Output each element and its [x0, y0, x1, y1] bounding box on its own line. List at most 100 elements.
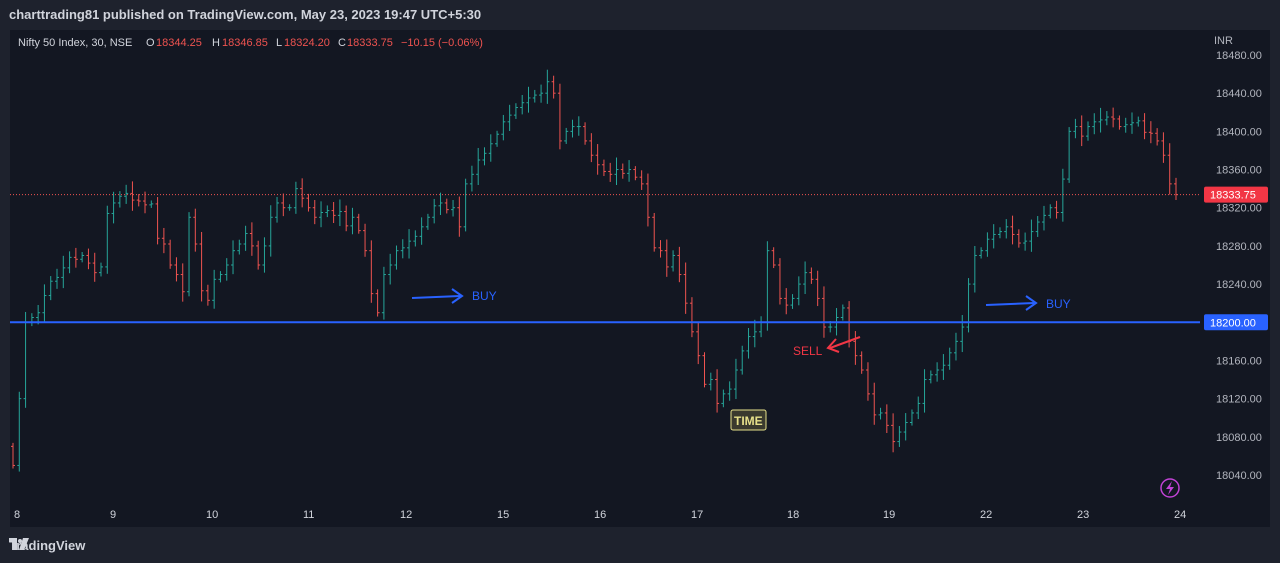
ohlc-bar: [922, 369, 927, 413]
ohlc-bar: [803, 261, 808, 295]
ohlc-bar: [1123, 117, 1128, 133]
ohlc-bar: [557, 83, 562, 150]
ohlc-bar: [369, 240, 374, 303]
ohlc-bar: [1023, 232, 1028, 251]
sell-label: SELL: [793, 344, 823, 358]
tradingview-logo[interactable]: TradingView: [9, 538, 85, 553]
ohlc-bar: [865, 362, 870, 401]
ohlc-bar: [161, 227, 166, 254]
ohlc-bar: [231, 240, 236, 275]
chart-pane[interactable]: Nifty 50 Index, 30, NSE O 18344.25 H 183…: [10, 30, 1270, 527]
ohlc-bar: [105, 205, 110, 274]
last-price-tag-bg: [1204, 186, 1268, 203]
footer: TradingView: [0, 527, 1280, 563]
time-marker-box: [730, 409, 767, 431]
ohlc-bar: [671, 250, 676, 272]
ohlc-bar: [796, 276, 801, 306]
ohlc-bar: [1129, 112, 1134, 134]
ohlc-bar: [821, 286, 826, 338]
ohlc-bar: [583, 122, 588, 145]
ohlc-bar: [80, 252, 85, 263]
ohlc-bar: [117, 191, 122, 208]
ohlc-bar: [658, 240, 663, 258]
ohlc-bar: [928, 370, 933, 384]
ohlc-bar: [193, 208, 198, 252]
ohlc-bar: [262, 237, 267, 273]
ohlc-bar: [639, 170, 644, 190]
ohlc-bar: [381, 266, 386, 320]
ohlc-bar: [413, 230, 418, 247]
ohlc-bar: [507, 104, 512, 131]
legend-o-value: 18344.25: [156, 37, 202, 49]
ohlc-bar: [979, 247, 984, 259]
ohlc-bar: [1092, 113, 1097, 135]
ohlc-bar: [425, 213, 430, 230]
ohlc-bar: [1098, 107, 1103, 133]
ohlc-bar: [1104, 111, 1109, 126]
ohlc-bar: [1010, 215, 1015, 245]
price-axis[interactable]: INR 18480.00 18440.00 18400.00 18360.00 1832…: [1214, 35, 1262, 482]
time-tick-label: 17: [691, 509, 703, 521]
ohlc-bar: [168, 239, 173, 269]
ohlc-bar: [1054, 200, 1059, 219]
ohlc-bar: [1041, 205, 1046, 231]
ohlc-bar: [55, 268, 60, 289]
ohlc-bar: [771, 247, 776, 269]
time-tick-label: 23: [1077, 509, 1089, 521]
buy-label-2: BUY: [1046, 297, 1071, 311]
ohlc-bar: [1174, 177, 1178, 200]
ohlc-bar: [438, 192, 443, 215]
price-tick-label: 18360.00: [1216, 165, 1262, 177]
ohlc-bar: [935, 362, 940, 382]
ohlc-bar: [281, 193, 286, 217]
ohlc-bar: [815, 270, 820, 307]
ohlc-bar: [501, 114, 506, 141]
ohlc-bar: [218, 271, 223, 283]
time-tick-label: 9: [110, 509, 116, 521]
ohlc-bar: [1035, 216, 1040, 237]
ohlc-bar: [174, 257, 179, 282]
ohlc-bar: [199, 231, 204, 302]
time-tick-label: 8: [14, 509, 20, 521]
ohlc-bar: [570, 119, 575, 138]
lightning-icon[interactable]: [1160, 478, 1180, 498]
price-tick-label: 18120.00: [1216, 394, 1262, 406]
legend-l-label: L: [276, 37, 282, 49]
ohlc-bar: [1048, 204, 1053, 219]
ohlc-bar: [966, 278, 971, 333]
time-tick-label: 24: [1174, 509, 1186, 521]
ohlc-bar: [608, 162, 613, 182]
ohlc-bar: [696, 322, 701, 365]
ohlc-bar: [363, 223, 368, 257]
price-tick-label: 18280.00: [1216, 241, 1262, 253]
ohlc-bar: [972, 246, 977, 293]
ohlc-bar: [627, 160, 632, 182]
ohlc-bar: [99, 262, 104, 277]
ohlc-bar: [249, 222, 254, 256]
ohlc-bar: [388, 253, 393, 285]
ohlc-bar: [721, 389, 726, 408]
buy-arrow-1: [411, 295, 461, 299]
ohlc-bar: [551, 75, 556, 99]
buy-annotation-1: BUY: [411, 288, 497, 304]
ohlc-bar: [872, 382, 877, 425]
price-tick-label: 18080.00: [1216, 432, 1262, 444]
ohlc-bar: [407, 229, 412, 259]
last-price-value: 18333.75: [1210, 190, 1256, 202]
ohlc-bar: [1079, 115, 1084, 147]
ohlc-bar: [419, 217, 424, 245]
ohlc-bar: [444, 198, 449, 214]
time-axis[interactable]: 8 9 10 11 12 15 16 17 18 19 22 23 24: [14, 509, 1186, 521]
buy-annotation-2: BUY: [985, 295, 1071, 311]
time-tick-label: 16: [594, 509, 606, 521]
ohlc-bar: [67, 251, 72, 274]
ohlc-bar: [187, 212, 192, 297]
ohlc-bar: [275, 196, 280, 223]
time-tick-label: 10: [206, 509, 218, 521]
price-tick-label: 18440.00: [1216, 88, 1262, 100]
ohlc-chart[interactable]: Nifty 50 Index, 30, NSE O 18344.25 H 183…: [10, 30, 1270, 527]
ohlc-bar: [953, 332, 958, 361]
ohlc-bar: [136, 194, 141, 207]
publish-header: charttrading81 published on TradingView.…: [0, 0, 1280, 30]
ohlc-bar: [73, 247, 78, 268]
